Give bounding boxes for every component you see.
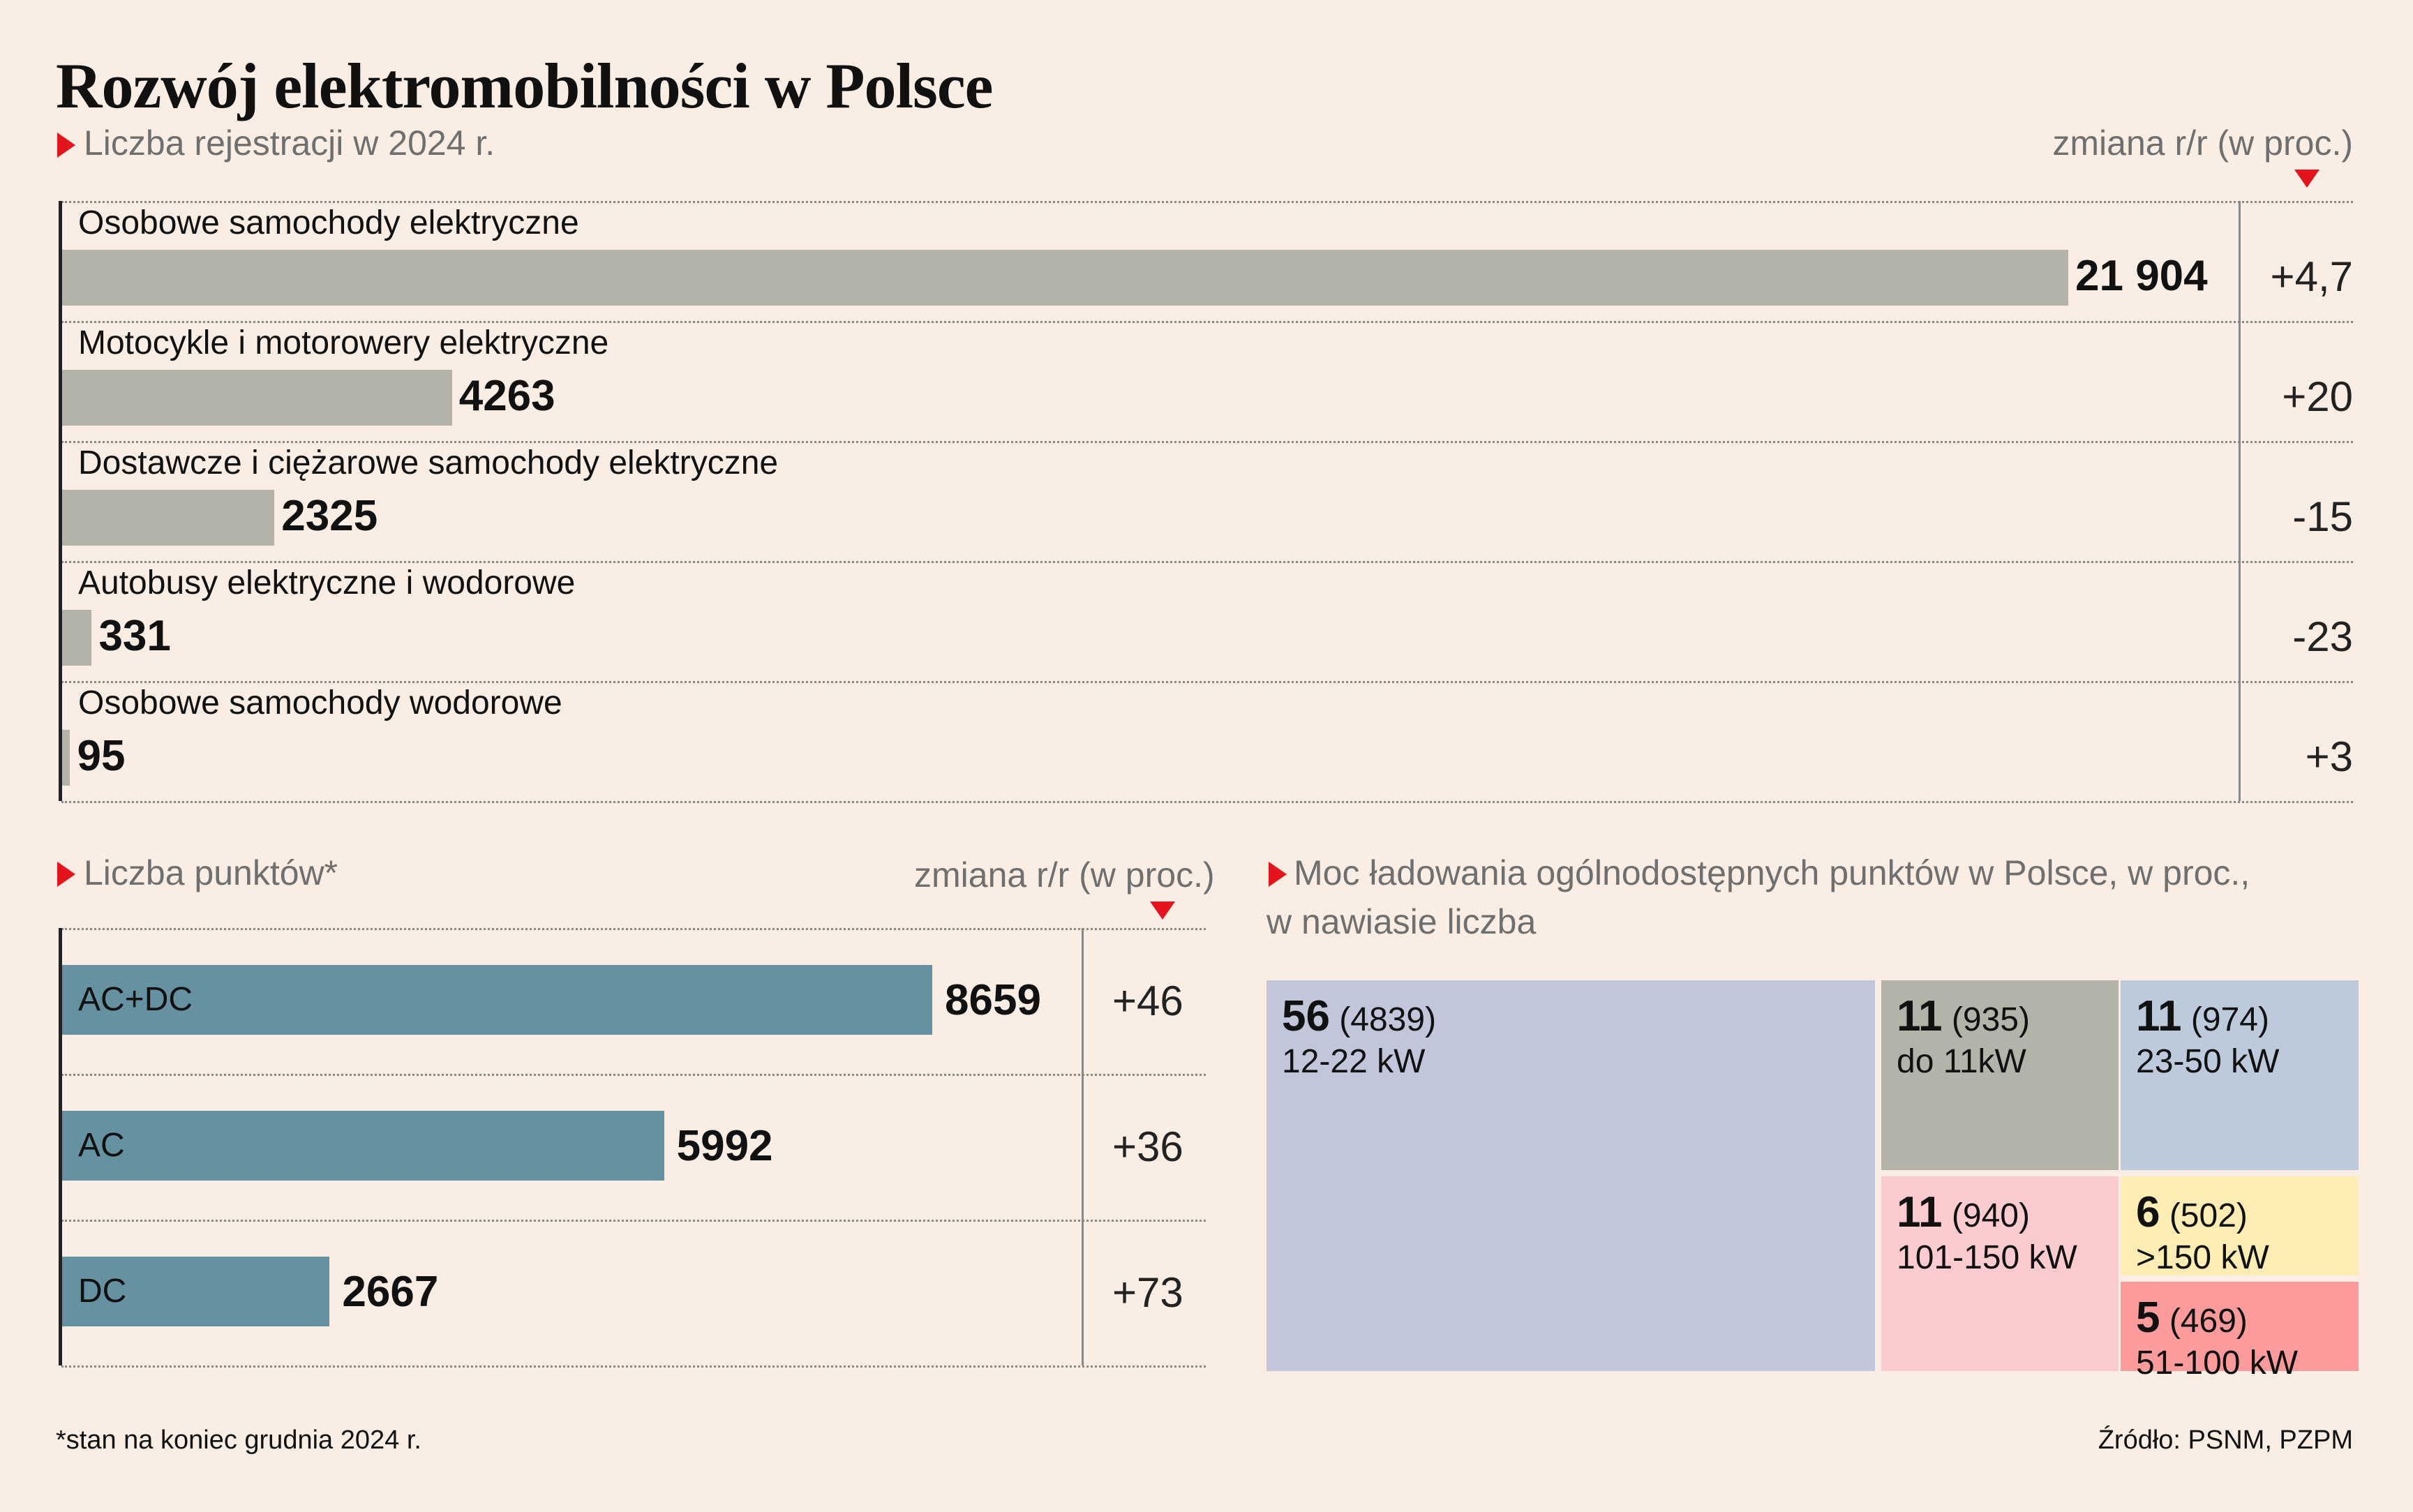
row-divider <box>61 561 2353 563</box>
treemap-cell: 11 (974) 23-50 kW <box>2121 980 2359 1170</box>
power-treemap: 56 (4839) 12-22 kW 11 (935) do 11kW 11 (974)… <box>1267 980 2359 1382</box>
treemap-label: 101-150 kW <box>1897 1239 2077 1276</box>
row-divider <box>61 1220 1206 1222</box>
treemap-percent: 11 <box>1897 1188 1943 1236</box>
red-triangle-down-icon <box>1150 901 1175 920</box>
change-label: +46 <box>1112 978 1183 1024</box>
row-divider <box>61 928 1206 930</box>
bar <box>61 1111 664 1181</box>
treemap-percent: 5 <box>2136 1294 2160 1342</box>
row-divider <box>61 801 2353 803</box>
treemap-label: >150 kW <box>2136 1239 2269 1276</box>
treemap-cell: 11 (935) do 11kW <box>1881 980 2119 1170</box>
treemap-cell: 56 (4839) 12-22 kW <box>1267 980 1875 1371</box>
change-label: +4,7 <box>2270 253 2353 300</box>
category-label: AC <box>78 1127 125 1164</box>
value-label: 4263 <box>458 372 555 420</box>
value-label: 331 <box>98 612 171 660</box>
change-label: +73 <box>1112 1269 1183 1316</box>
red-triangle-icon <box>57 133 75 158</box>
change-label: -23 <box>2292 613 2353 660</box>
bar <box>61 965 932 1035</box>
bar <box>61 610 92 666</box>
treemap-count: (940) <box>1942 1197 2030 1234</box>
value-label: 95 <box>77 732 126 780</box>
treemap-cell: 6 (502) >150 kW <box>2121 1176 2359 1276</box>
power-subtitle-line2: w nawiasie liczba <box>1267 902 1537 941</box>
value-label: 21 904 <box>2075 252 2208 300</box>
change-label: +3 <box>2305 733 2353 780</box>
change-divider <box>1082 928 1084 1365</box>
treemap-count: (502) <box>2160 1197 2248 1234</box>
treemap-label: 51-100 kW <box>2136 1345 2299 1382</box>
y-axis <box>59 928 62 1365</box>
points-change-header: zmiana r/r (w proc.) <box>914 855 1215 895</box>
treemap-label: 12-22 kW <box>1282 1043 1426 1080</box>
red-triangle-icon <box>1269 862 1287 887</box>
power-subtitle-line1: Moc ładowania ogólnodostępnych punktów w… <box>1294 853 2250 892</box>
category-label: Motocykle i motorowery elektryczne <box>78 324 609 361</box>
bar <box>61 1257 330 1326</box>
y-axis <box>59 201 62 801</box>
change-divider <box>2239 201 2241 801</box>
category-label: DC <box>78 1273 127 1310</box>
bar <box>61 730 70 786</box>
change-label: -15 <box>2292 493 2353 540</box>
registrations-chart: Osobowe samochody elektryczne 21 904 +4,7 M… <box>59 201 2353 803</box>
footnote: *stan na koniec grudnia 2024 r. <box>56 1425 421 1455</box>
treemap-count: (974) <box>2181 1001 2269 1038</box>
category-label: Dostawcze i ciężarowe samochody elektryc… <box>78 444 779 481</box>
bar <box>61 370 452 426</box>
bar <box>61 250 2068 306</box>
category-label: AC+DC <box>78 981 193 1018</box>
treemap-cell: 11 (940) 101-150 kW <box>1881 1176 2119 1371</box>
treemap-percent: 6 <box>2136 1188 2160 1236</box>
row-divider <box>61 201 2353 203</box>
page-title: Rozwój elektromobilności w Polsce <box>56 50 994 121</box>
row-divider <box>61 1365 1206 1368</box>
category-label: Osobowe samochody wodorowe <box>78 684 562 721</box>
treemap-label: do 11kW <box>1897 1043 2026 1080</box>
value-label: 2325 <box>281 492 378 540</box>
registrations-subtitle: Liczba rejestracji w 2024 r. <box>84 123 495 163</box>
value-label: 8659 <box>945 976 1041 1024</box>
treemap-count: (935) <box>1942 1001 2030 1038</box>
points-chart: AC+DC 8659 +46 AC 5992 +36 DC 2667 +73 <box>0 907 1228 1382</box>
treemap-percent: 11 <box>2136 992 2182 1040</box>
value-label: 2667 <box>342 1268 439 1316</box>
treemap-count: (4839) <box>1329 1001 1437 1038</box>
treemap-label: 23-50 kW <box>2136 1043 2280 1080</box>
category-label: Autobusy elektryczne i wodorowe <box>78 564 576 601</box>
change-label: +20 <box>2282 373 2353 420</box>
row-divider <box>61 1074 1206 1076</box>
treemap-count: (469) <box>2160 1303 2248 1340</box>
treemap-percent: 11 <box>1897 992 1943 1040</box>
value-label: 5992 <box>676 1122 773 1170</box>
registrations-change-header: zmiana r/r (w proc.) <box>2052 123 2353 163</box>
row-divider <box>61 441 2353 443</box>
row-divider <box>61 681 2353 683</box>
row-divider <box>61 321 2353 323</box>
treemap-percent: 56 <box>1282 992 1330 1040</box>
source-note: Źródło: PSNM, PZPM <box>2098 1425 2353 1455</box>
bar <box>61 490 275 546</box>
red-triangle-down-icon <box>2294 170 2319 188</box>
points-subtitle: Liczba punktów* <box>84 853 338 892</box>
treemap-cell: 5 (469) 51-100 kW <box>2121 1282 2359 1382</box>
red-triangle-icon <box>57 862 75 887</box>
change-label: +36 <box>1112 1123 1183 1170</box>
category-label: Osobowe samochody elektryczne <box>78 204 579 241</box>
